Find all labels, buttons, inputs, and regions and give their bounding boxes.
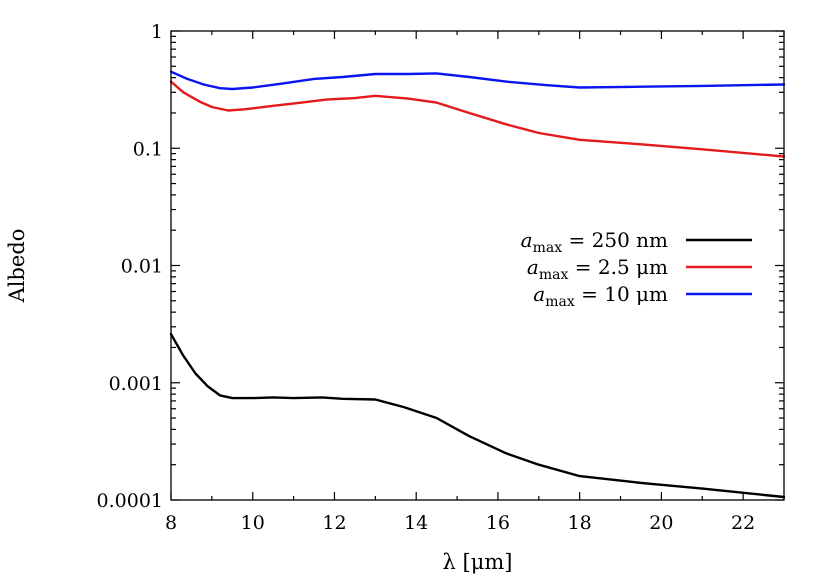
x-tick-label: 22 (731, 512, 755, 534)
y-tick-label: 0.001 (109, 373, 163, 395)
y-tick-label: 0.1 (133, 138, 163, 160)
legend-symbol: a (521, 228, 533, 252)
legend-subscript: max (539, 267, 569, 283)
plot-frame (170, 30, 785, 501)
ticks-layer: 8 10 12 14 16 18 20 22 1 0.1 0.01 0.001 0.0001 (97, 21, 785, 534)
x-tick-label: 18 (568, 512, 592, 534)
series-line-1 (169, 80, 786, 158)
legend-symbol: a (533, 282, 545, 306)
x-tick-label: 16 (486, 512, 510, 534)
x-tick-label: 8 (165, 512, 177, 534)
x-tick-label: 20 (649, 512, 673, 534)
series-line-2 (169, 70, 786, 91)
y-tick-label: 0.01 (121, 256, 163, 278)
x-axis-title: λ [μm] (443, 550, 513, 574)
series-layer (169, 70, 786, 499)
legend-entry-label: amax = 250 nm (521, 228, 668, 256)
legend-value: = 10 μm (575, 282, 668, 306)
series-line-0 (169, 332, 786, 499)
legend-entry-label: amax = 10 μm (533, 282, 668, 310)
legend-entry-label: amax = 2.5 μm (527, 255, 668, 283)
legend-value: = 250 nm (562, 228, 668, 252)
x-tick-label: 14 (404, 512, 428, 534)
legend-subscript: max (545, 294, 575, 310)
y-axis-title: Albedo (5, 229, 29, 304)
x-tick-label: 12 (322, 512, 346, 534)
legend-value: = 2.5 μm (568, 255, 668, 279)
legend-subscript: max (533, 240, 563, 256)
y-tick-label: 0.0001 (97, 490, 163, 512)
y-tick-label: 1 (151, 21, 163, 43)
legend-symbol: a (527, 255, 539, 279)
x-tick-label: 10 (241, 512, 265, 534)
